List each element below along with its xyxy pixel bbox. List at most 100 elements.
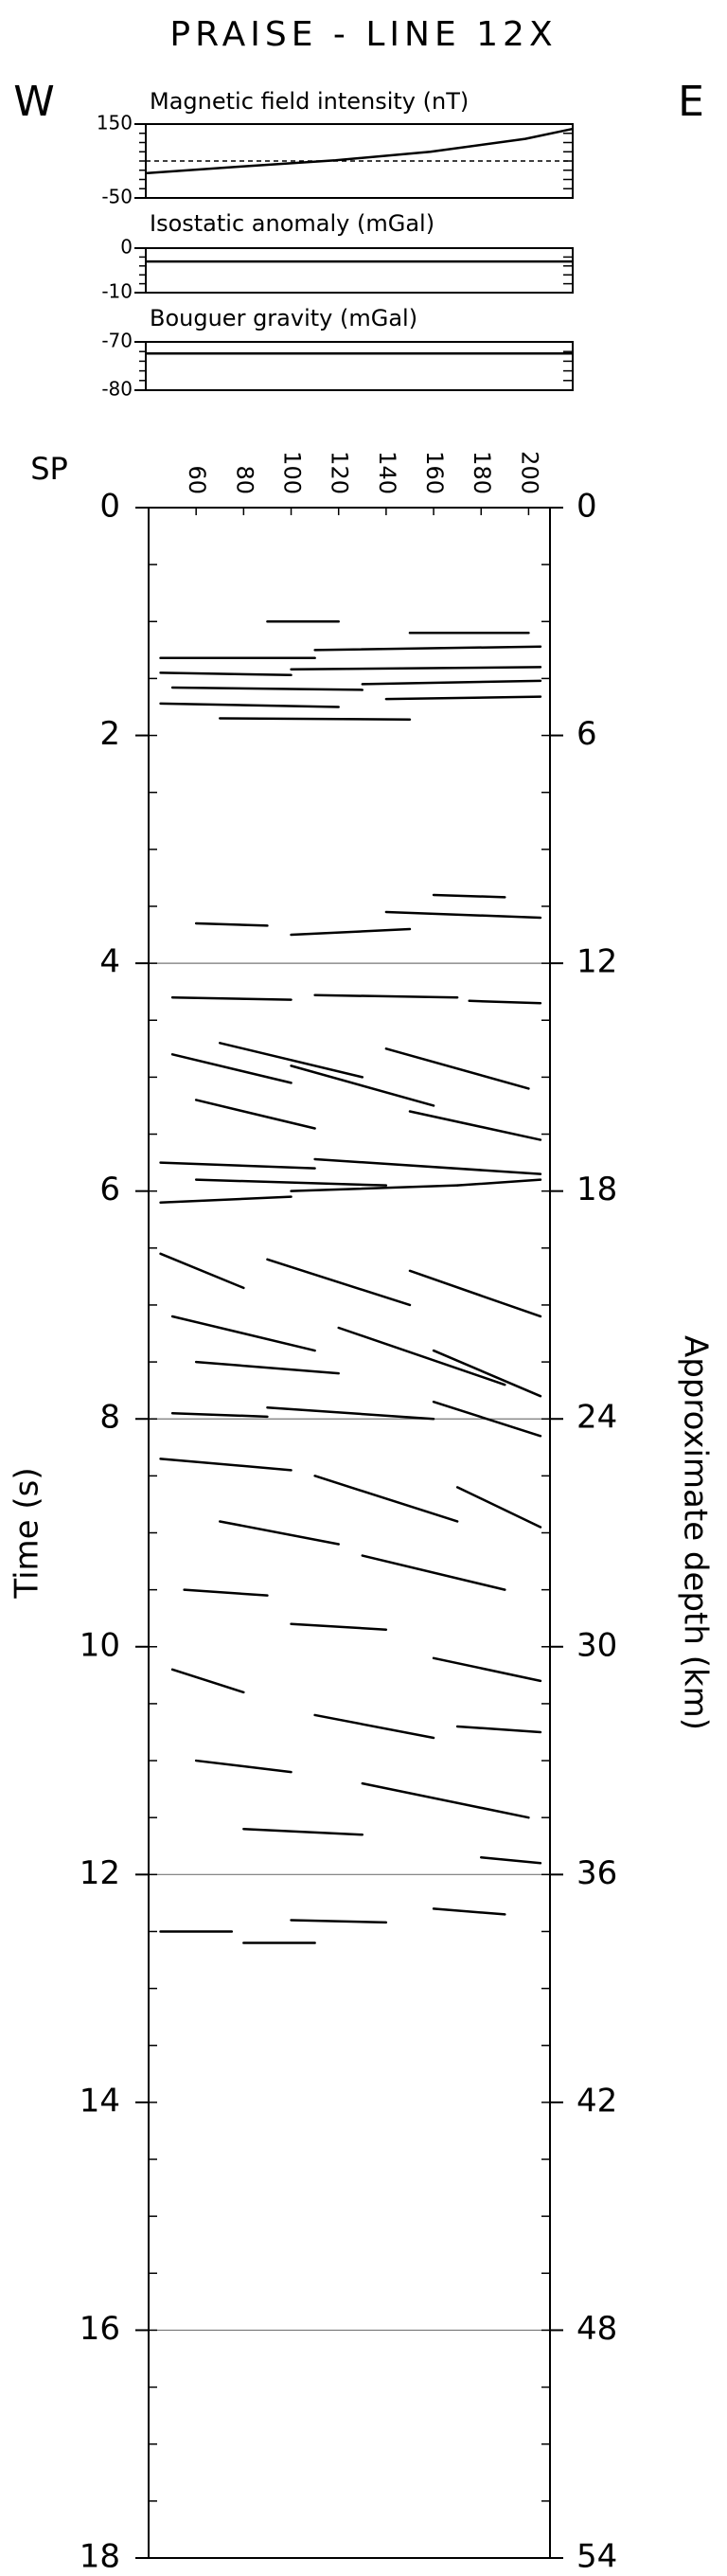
- reflector: [183, 1588, 269, 1597]
- y-tick-label: 150: [97, 112, 133, 134]
- reflector: [313, 1157, 542, 1175]
- y2-tick-label: 18: [576, 1171, 617, 1208]
- panel-title: Magnetic field intensity (nT): [150, 88, 469, 115]
- reflector: [432, 1656, 542, 1683]
- reflector: [290, 1919, 388, 1924]
- x-tick-label: 180: [469, 451, 495, 494]
- reflector: [290, 1622, 388, 1631]
- section-frame: [148, 507, 551, 2559]
- y-tick-label: 0: [120, 236, 133, 259]
- y-tick-label: -50: [101, 186, 133, 208]
- x-tick-label: 120: [327, 451, 353, 494]
- reflector: [455, 1486, 542, 1529]
- reflector: [159, 1161, 316, 1170]
- reflector: [290, 1064, 435, 1107]
- y-tick-label: 0: [99, 488, 120, 526]
- y-tick-label: -10: [101, 280, 133, 303]
- y2-tick-label: 42: [576, 2082, 617, 2120]
- reflector: [170, 1668, 245, 1694]
- panel-title: Isostatic anomaly (mGal): [150, 210, 434, 237]
- y2-tick-label: 24: [576, 1399, 617, 1437]
- reflector: [384, 695, 542, 701]
- y-axis-title: Time (s): [9, 1467, 46, 1599]
- y2-tick-label: 6: [576, 715, 597, 753]
- reflector: [384, 1047, 530, 1090]
- y-tick-label: 6: [99, 1171, 120, 1208]
- reflector: [432, 1907, 506, 1916]
- reflector: [266, 1405, 435, 1421]
- reflector: [384, 910, 542, 920]
- y-tick-label: 14: [80, 2082, 120, 2120]
- reflector: [194, 1759, 293, 1774]
- reflector: [159, 671, 293, 677]
- y2-axis-title: Approximate depth (km): [677, 1335, 715, 1730]
- reflector: [313, 645, 542, 652]
- reflector: [194, 921, 269, 927]
- reflector: [170, 995, 293, 1001]
- reflector: [361, 1554, 506, 1591]
- y-tick-label: 2: [99, 715, 120, 753]
- reflector: [170, 1053, 293, 1084]
- y2-tick-label: 54: [576, 2538, 617, 2576]
- y2-tick-label: 30: [576, 1626, 617, 1664]
- panel-frame: [145, 247, 574, 294]
- reflector: [159, 702, 340, 708]
- reflector: [219, 1042, 364, 1079]
- reflector: [455, 1178, 542, 1187]
- reflector: [468, 999, 542, 1005]
- y-tick-label: 8: [99, 1399, 120, 1437]
- y-tick-label: -80: [101, 378, 133, 401]
- east-label: E: [678, 78, 704, 126]
- reflector: [455, 1725, 542, 1734]
- x-tick-label: 100: [279, 451, 306, 494]
- y-tick-label: -70: [101, 330, 133, 352]
- west-label: W: [13, 78, 55, 126]
- reflector: [313, 993, 459, 999]
- data-line: [145, 127, 574, 175]
- y2-tick-label: 48: [576, 2310, 617, 2348]
- reflector: [242, 1827, 364, 1836]
- reflector: [170, 1411, 269, 1419]
- y-tick-label: 4: [99, 943, 120, 981]
- y-tick-label: 10: [80, 1626, 120, 1664]
- reflector: [194, 1099, 316, 1130]
- panel-frame: [145, 341, 574, 391]
- reflector: [290, 666, 542, 671]
- reflector: [159, 1458, 293, 1472]
- x-tick-label: 160: [421, 451, 448, 494]
- reflector: [219, 1520, 340, 1546]
- reflector: [219, 717, 412, 721]
- x-axis-title: SP: [30, 451, 68, 487]
- reflector: [432, 893, 506, 899]
- reflector: [361, 679, 542, 686]
- reflector: [408, 1110, 542, 1141]
- panel-title: Bouguer gravity (mGal): [150, 305, 417, 331]
- x-tick-label: 80: [231, 465, 257, 494]
- reflector: [159, 1195, 293, 1204]
- reflector: [432, 1400, 542, 1438]
- y-tick-label: 12: [80, 1854, 120, 1892]
- reflector: [170, 1315, 316, 1352]
- y2-tick-label: 36: [576, 1854, 617, 1892]
- reflector: [266, 1258, 412, 1307]
- x-tick-label: 200: [516, 451, 542, 494]
- y2-tick-label: 12: [576, 943, 617, 981]
- reflector: [290, 927, 412, 937]
- y2-tick-label: 0: [576, 488, 597, 526]
- reflector: [432, 1349, 542, 1398]
- reflector: [194, 1360, 340, 1375]
- reflector: [194, 1178, 388, 1187]
- reflector: [313, 1475, 459, 1523]
- reflector: [290, 1184, 459, 1192]
- reflector: [479, 1856, 542, 1865]
- reflector: [170, 686, 364, 691]
- x-tick-label: 60: [184, 465, 210, 494]
- reflector: [159, 1252, 245, 1290]
- reflector: [361, 1781, 530, 1819]
- reflector: [313, 1713, 435, 1740]
- x-tick-label: 140: [374, 451, 400, 494]
- figure-title: PRAISE - LINE 12X: [169, 15, 557, 54]
- reflector: [337, 1326, 506, 1386]
